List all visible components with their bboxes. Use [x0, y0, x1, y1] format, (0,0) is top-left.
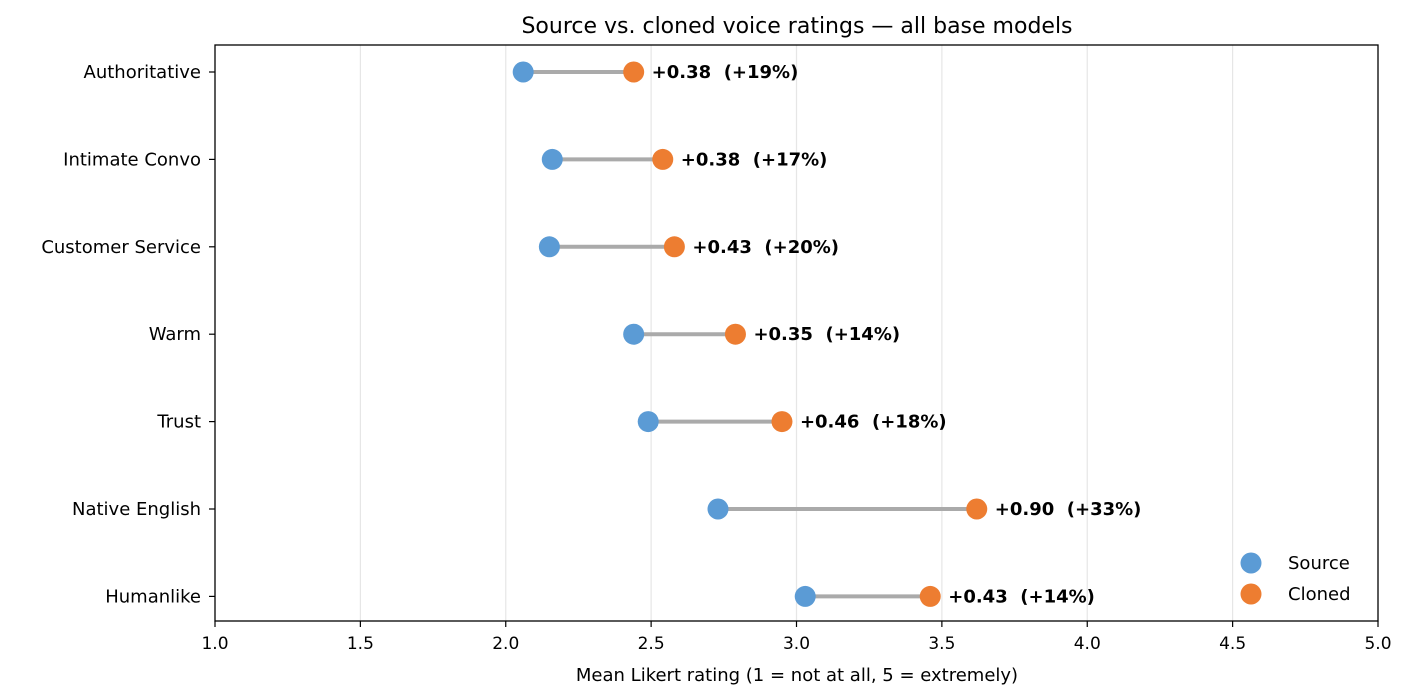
y-tick-label: Humanlike	[105, 586, 201, 607]
chart-title: Source vs. cloned voice ratings — all ba…	[521, 14, 1072, 39]
data-points	[512, 61, 988, 607]
y-tick-label: Customer Service	[41, 237, 201, 258]
x-axis-label: Mean Likert rating (1 = not at all, 5 = …	[576, 665, 1018, 686]
cloned-point	[724, 323, 746, 345]
difference-label: +0.43 (+14%)	[948, 586, 1095, 607]
x-tick-label: 3.5	[928, 634, 955, 654]
difference-label: +0.90 (+33%)	[995, 499, 1142, 520]
difference-labels: +0.38 (+19%) +0.38 (+17%) +0.43 (+20%) +0.3…	[652, 62, 1142, 607]
legend-marker	[1240, 552, 1262, 574]
x-tick-label: 4.0	[1074, 634, 1101, 654]
y-tick-label: Authoritative	[84, 62, 201, 83]
source-point	[637, 411, 659, 433]
source-point	[512, 61, 534, 83]
x-axis-ticks: 1.0 1.5 2.0 2.5 3.0 3.5 4.0 4.5 5.0	[201, 621, 1392, 654]
difference-label: +0.38 (+19%)	[652, 62, 799, 83]
cloned-point	[771, 411, 793, 433]
x-tick-label: 5.0	[1364, 634, 1391, 654]
x-tick-label: 1.0	[201, 634, 228, 654]
difference-label: +0.38 (+17%)	[681, 149, 828, 170]
y-tick-label: Warm	[149, 324, 201, 345]
cloned-point	[919, 585, 941, 607]
cloned-point	[663, 236, 685, 258]
x-tick-label: 1.5	[347, 634, 374, 654]
cloned-point	[966, 498, 988, 520]
y-axis-ticks: Authoritative Intimate Convo Customer Serv…	[41, 62, 215, 607]
x-tick-label: 2.5	[638, 634, 665, 654]
source-point	[707, 498, 729, 520]
legend-label: Source	[1288, 553, 1350, 574]
x-tick-label: 4.5	[1219, 634, 1246, 654]
connectors	[523, 70, 977, 599]
x-tick-label: 2.0	[492, 634, 519, 654]
source-point	[541, 148, 563, 170]
legend: Source Cloned	[1240, 552, 1351, 605]
y-tick-label: Trust	[156, 412, 201, 433]
source-point	[538, 236, 560, 258]
difference-label: +0.46 (+18%)	[800, 412, 947, 433]
legend-label: Cloned	[1288, 584, 1351, 605]
cloned-point	[623, 61, 645, 83]
difference-label: +0.43 (+20%)	[692, 237, 839, 258]
y-tick-label: Intimate Convo	[63, 149, 201, 170]
x-tick-label: 3.0	[783, 634, 810, 654]
legend-marker	[1240, 583, 1262, 605]
difference-label: +0.35 (+14%)	[753, 324, 900, 345]
y-tick-label: Native English	[72, 499, 201, 520]
cloned-point	[652, 148, 674, 170]
source-point	[623, 323, 645, 345]
source-point	[794, 585, 816, 607]
